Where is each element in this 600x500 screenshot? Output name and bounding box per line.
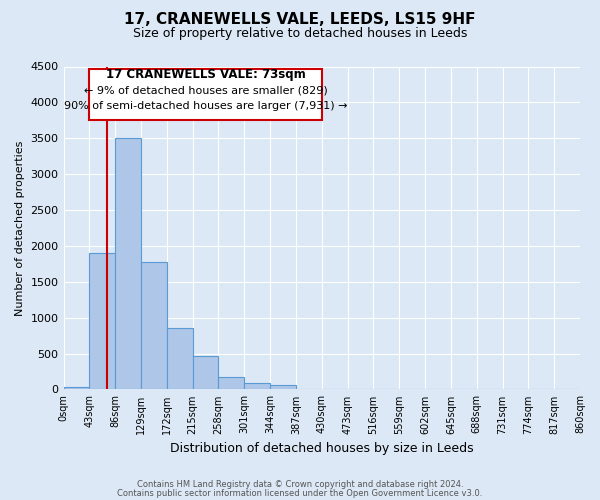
Text: Size of property relative to detached houses in Leeds: Size of property relative to detached ho… (133, 28, 467, 40)
Bar (218, 377, 244, 390)
FancyBboxPatch shape (89, 70, 322, 119)
X-axis label: Distribution of detached houses by size in Leeds: Distribution of detached houses by size … (170, 442, 473, 455)
Bar (244, 383, 270, 390)
Text: Contains public sector information licensed under the Open Government Licence v3: Contains public sector information licen… (118, 488, 482, 498)
Text: 17 CRANEWELLS VALE: 73sqm: 17 CRANEWELLS VALE: 73sqm (106, 68, 305, 82)
Text: Contains HM Land Registry data © Crown copyright and database right 2024.: Contains HM Land Registry data © Crown c… (137, 480, 463, 489)
Y-axis label: Number of detached properties: Number of detached properties (15, 140, 25, 316)
Bar (64, 388, 89, 390)
Bar (141, 262, 167, 390)
Bar (270, 386, 296, 390)
Text: 90% of semi-detached houses are larger (7,931) →: 90% of semi-detached houses are larger (… (64, 102, 347, 112)
Bar (89, 253, 115, 390)
Text: ← 9% of detached houses are smaller (829): ← 9% of detached houses are smaller (829… (83, 86, 328, 96)
Bar (167, 328, 193, 390)
Bar (115, 138, 141, 390)
Text: 17, CRANEWELLS VALE, LEEDS, LS15 9HF: 17, CRANEWELLS VALE, LEEDS, LS15 9HF (124, 12, 476, 28)
Bar (193, 356, 218, 390)
